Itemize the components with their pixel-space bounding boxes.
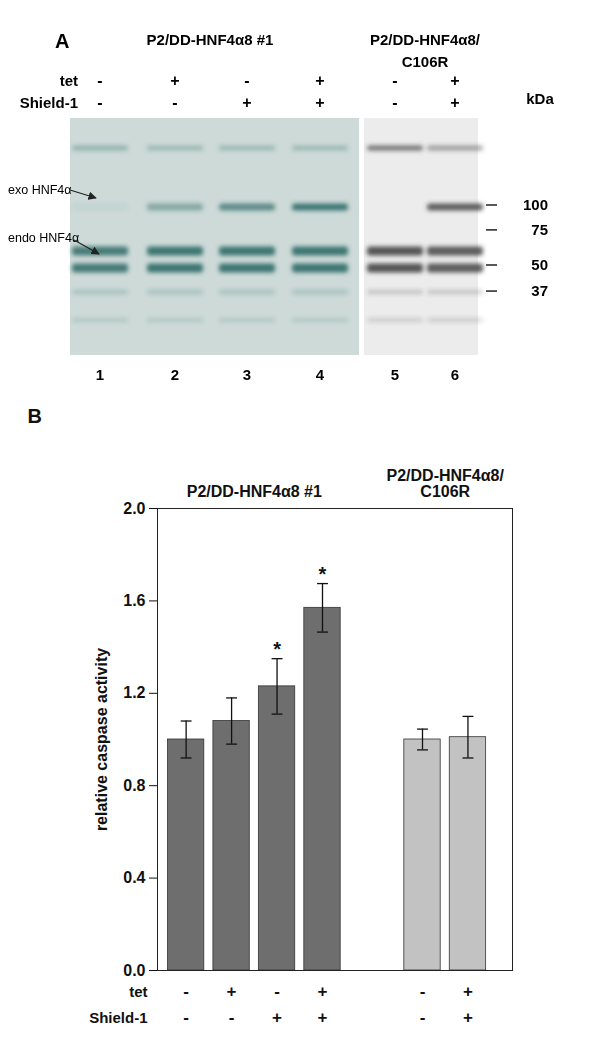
- svg-text:6: 6: [451, 366, 459, 383]
- svg-text:+: +: [463, 982, 473, 1001]
- svg-text:endo HNF4α: endo HNF4α: [8, 231, 79, 245]
- svg-text:+: +: [450, 72, 459, 89]
- svg-text:+: +: [318, 982, 328, 1001]
- svg-text:exo HNF4α: exo HNF4α: [8, 183, 72, 197]
- svg-text:+: +: [318, 1008, 328, 1027]
- svg-text:50: 50: [531, 256, 548, 273]
- svg-text:*: *: [319, 563, 327, 585]
- svg-text:+: +: [463, 1008, 473, 1027]
- svg-text:-: -: [392, 94, 397, 111]
- svg-text:P2/DD-HNF4α8 #1: P2/DD-HNF4α8 #1: [187, 483, 322, 500]
- svg-text:0.4: 0.4: [123, 869, 145, 886]
- svg-text:+: +: [450, 94, 459, 111]
- svg-text:Shield-1: Shield-1: [20, 94, 78, 111]
- svg-text:A: A: [55, 30, 69, 52]
- svg-text:-: -: [420, 1008, 426, 1027]
- svg-text:P2/DD-HNF4α8/: P2/DD-HNF4α8/: [370, 31, 481, 48]
- svg-text:+: +: [170, 72, 179, 89]
- svg-text:-: -: [172, 94, 177, 111]
- svg-text:P2/DD-HNF4α8 #1: P2/DD-HNF4α8 #1: [147, 31, 274, 48]
- svg-text:+: +: [315, 72, 324, 89]
- svg-text:-: -: [97, 94, 102, 111]
- svg-text:-: -: [183, 982, 189, 1001]
- svg-text:-: -: [420, 982, 426, 1001]
- svg-text:C106R: C106R: [402, 53, 449, 70]
- svg-text:P2/DD-HNF4α8/C106R: P2/DD-HNF4α8/C106R: [387, 467, 505, 500]
- svg-text:1.2: 1.2: [123, 684, 145, 701]
- svg-text:4: 4: [316, 366, 325, 383]
- svg-text:-: -: [183, 1008, 189, 1027]
- svg-text:+: +: [227, 982, 237, 1001]
- svg-text:1.6: 1.6: [123, 592, 145, 609]
- svg-text:tet: tet: [60, 72, 78, 89]
- svg-text:3: 3: [243, 366, 251, 383]
- svg-text:5: 5: [391, 366, 399, 383]
- svg-text:-: -: [229, 1008, 235, 1027]
- svg-text:Shield-1: Shield-1: [89, 1009, 147, 1026]
- svg-text:tet: tet: [129, 983, 147, 1000]
- svg-text:0.0: 0.0: [123, 962, 145, 979]
- svg-text:100: 100: [523, 196, 548, 213]
- svg-text:+: +: [272, 1008, 282, 1027]
- svg-text:+: +: [242, 94, 251, 111]
- svg-text:-: -: [274, 982, 280, 1001]
- svg-text:-: -: [392, 72, 397, 89]
- svg-text:B: B: [28, 405, 42, 427]
- svg-text:75: 75: [531, 221, 548, 238]
- svg-text:+: +: [315, 94, 324, 111]
- svg-text:2.0: 2.0: [123, 500, 145, 517]
- svg-text:kDa: kDa: [526, 90, 554, 107]
- svg-text:relative caspase activity: relative caspase activity: [93, 648, 110, 831]
- svg-text:0.8: 0.8: [123, 777, 145, 794]
- svg-text:37: 37: [531, 282, 548, 299]
- svg-text:-: -: [244, 72, 249, 89]
- svg-text:2: 2: [171, 366, 179, 383]
- svg-text:*: *: [273, 638, 281, 660]
- svg-text:-: -: [97, 72, 102, 89]
- svg-text:1: 1: [96, 366, 104, 383]
